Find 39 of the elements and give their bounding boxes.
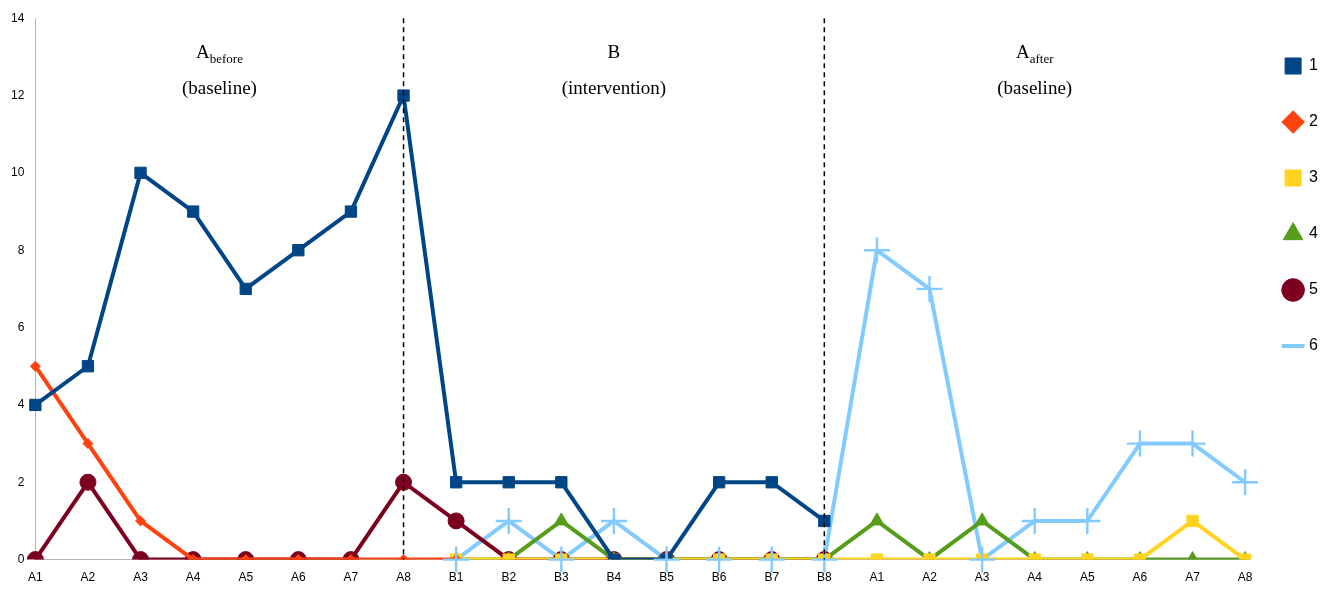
x-tick-label: A3 [133, 570, 149, 585]
x-tick-label: A4 [1027, 570, 1043, 585]
y-tick-label: 0 [17, 551, 25, 566]
x-tick-label: B4 [606, 570, 622, 585]
legend-label: 3 [1309, 168, 1319, 186]
legend-label: 4 [1309, 224, 1319, 242]
y-tick-label: 14 [10, 10, 25, 25]
y-tick-label: 12 [10, 87, 25, 102]
x-tick-label: A7 [1185, 570, 1201, 585]
y-tick-label: 2 [17, 474, 25, 489]
x-tick-label: A7 [343, 570, 359, 585]
legend-label: 1 [1309, 56, 1319, 74]
x-tick-label: A8 [1237, 570, 1253, 585]
y-tick-label: 8 [17, 242, 25, 257]
y-tick-label: 6 [17, 319, 25, 334]
x-tick-label: B6 [711, 570, 727, 585]
y-tick-label: 10 [10, 165, 25, 180]
annotation: B (intervention) [561, 41, 667, 100]
x-tick-label: A1 [28, 570, 44, 585]
x-tick-label: A6 [1132, 570, 1148, 585]
x-tick-label: B5 [659, 570, 675, 585]
legend-label: 2 [1309, 112, 1319, 130]
x-tick-label: A1 [869, 570, 885, 585]
x-tick-label: A5 [1079, 570, 1095, 585]
x-tick-label: B8 [816, 570, 832, 585]
x-tick-label: B1 [448, 570, 464, 585]
legend-label: 6 [1309, 336, 1319, 354]
x-tick-label: B3 [553, 570, 569, 585]
x-tick-label: A5 [238, 570, 254, 585]
x-tick-label: A8 [396, 570, 412, 585]
x-tick-label: A2 [80, 570, 96, 585]
y-tick-label: 4 [17, 397, 25, 412]
x-tick-label: B2 [501, 570, 517, 585]
x-tick-label: A3 [974, 570, 990, 585]
x-tick-label: A6 [290, 570, 306, 585]
legend-label: 5 [1309, 280, 1319, 298]
x-tick-label: A2 [922, 570, 938, 585]
x-tick-label: B7 [764, 570, 780, 585]
x-tick-label: A4 [185, 570, 201, 585]
